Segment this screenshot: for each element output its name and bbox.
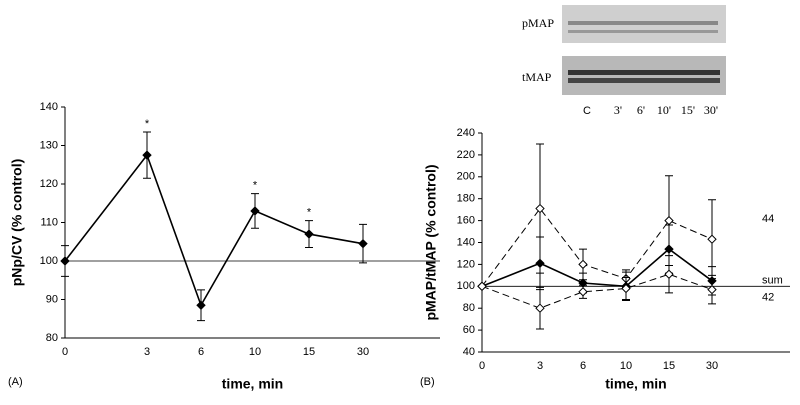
data-point: [578, 259, 588, 270]
x-tick-label: 0: [479, 360, 485, 372]
x-tick-label: 10: [249, 346, 261, 358]
x-axis-label: time, min: [222, 376, 283, 392]
series-label: 44: [762, 213, 774, 225]
x-tick-label: 10: [620, 360, 632, 372]
significance-marker: *: [253, 180, 258, 192]
y-tick-label: 180: [457, 193, 475, 205]
blot-lane-label: 30': [704, 103, 718, 117]
blot-lane-label: 10': [657, 103, 671, 117]
x-tick-label: 30: [706, 360, 718, 372]
y-tick-label: 100: [457, 280, 475, 292]
blot-lane-label: 15': [681, 103, 695, 117]
x-tick-label: 0: [62, 346, 68, 358]
x-tick-label: 30: [357, 346, 369, 358]
data-point: [535, 258, 545, 269]
y-axis-label: pMAP/tMAP (% control): [423, 164, 439, 320]
series-label: sum: [762, 275, 783, 287]
y-tick-label: 60: [463, 324, 475, 336]
data-point: [358, 238, 368, 249]
data-point: [304, 229, 314, 239]
data-line: [481, 248, 713, 288]
panel-label: (A): [8, 376, 23, 388]
data-point: [250, 206, 260, 216]
y-tick-label: 140: [457, 236, 475, 248]
x-tick-label: 6: [580, 360, 586, 372]
blot-row-label: pMAP: [522, 16, 554, 30]
data-point: [578, 287, 588, 297]
x-axis-label: time, min: [605, 376, 666, 392]
data-point: [535, 203, 545, 214]
blot-lane-label: 3': [614, 103, 622, 117]
x-tick-label: 15: [663, 360, 675, 372]
data-point: [196, 300, 206, 310]
data-point: [664, 244, 674, 254]
y-tick-label: 130: [40, 139, 58, 151]
x-tick-label: 6: [198, 346, 204, 358]
panel-label: (B): [420, 376, 435, 388]
y-tick-label: 140: [40, 101, 58, 113]
y-tick-label: 100: [40, 255, 58, 267]
y-tick-label: 90: [46, 293, 58, 305]
data-point: [142, 150, 152, 160]
data-line: [64, 153, 364, 308]
y-axis-label: pNp/CV (% control): [9, 159, 25, 287]
x-tick-label: 15: [303, 346, 315, 358]
blot-row-label: tMAP: [522, 70, 552, 84]
data-point: [707, 234, 717, 244]
y-tick-label: 110: [40, 216, 58, 228]
data-line: [481, 273, 713, 309]
significance-marker: *: [307, 206, 312, 218]
y-tick-label: 80: [463, 302, 475, 314]
data-point: [621, 283, 631, 294]
data-point: [535, 303, 545, 313]
y-tick-label: 120: [457, 258, 475, 270]
blot-image: [562, 5, 726, 95]
y-tick-label: 40: [463, 346, 475, 358]
y-tick-label: 160: [457, 215, 475, 227]
y-tick-label: 120: [40, 178, 58, 190]
data-point: [707, 284, 717, 295]
blot-lane-label: 6': [637, 103, 645, 117]
blot-lane-label: C: [583, 105, 591, 117]
data-line: [481, 207, 713, 287]
data-point: [477, 281, 487, 292]
significance-marker: *: [145, 118, 150, 130]
data-point: [60, 256, 70, 266]
y-tick-label: 220: [457, 149, 475, 161]
data-point: [664, 269, 674, 279]
x-tick-label: 3: [537, 360, 543, 372]
data-point: [664, 215, 674, 226]
y-tick-label: 240: [457, 127, 475, 139]
y-tick-label: 80: [46, 332, 58, 344]
series-label: 42: [762, 291, 774, 303]
y-tick-label: 200: [457, 171, 475, 183]
x-tick-label: 3: [144, 346, 150, 358]
